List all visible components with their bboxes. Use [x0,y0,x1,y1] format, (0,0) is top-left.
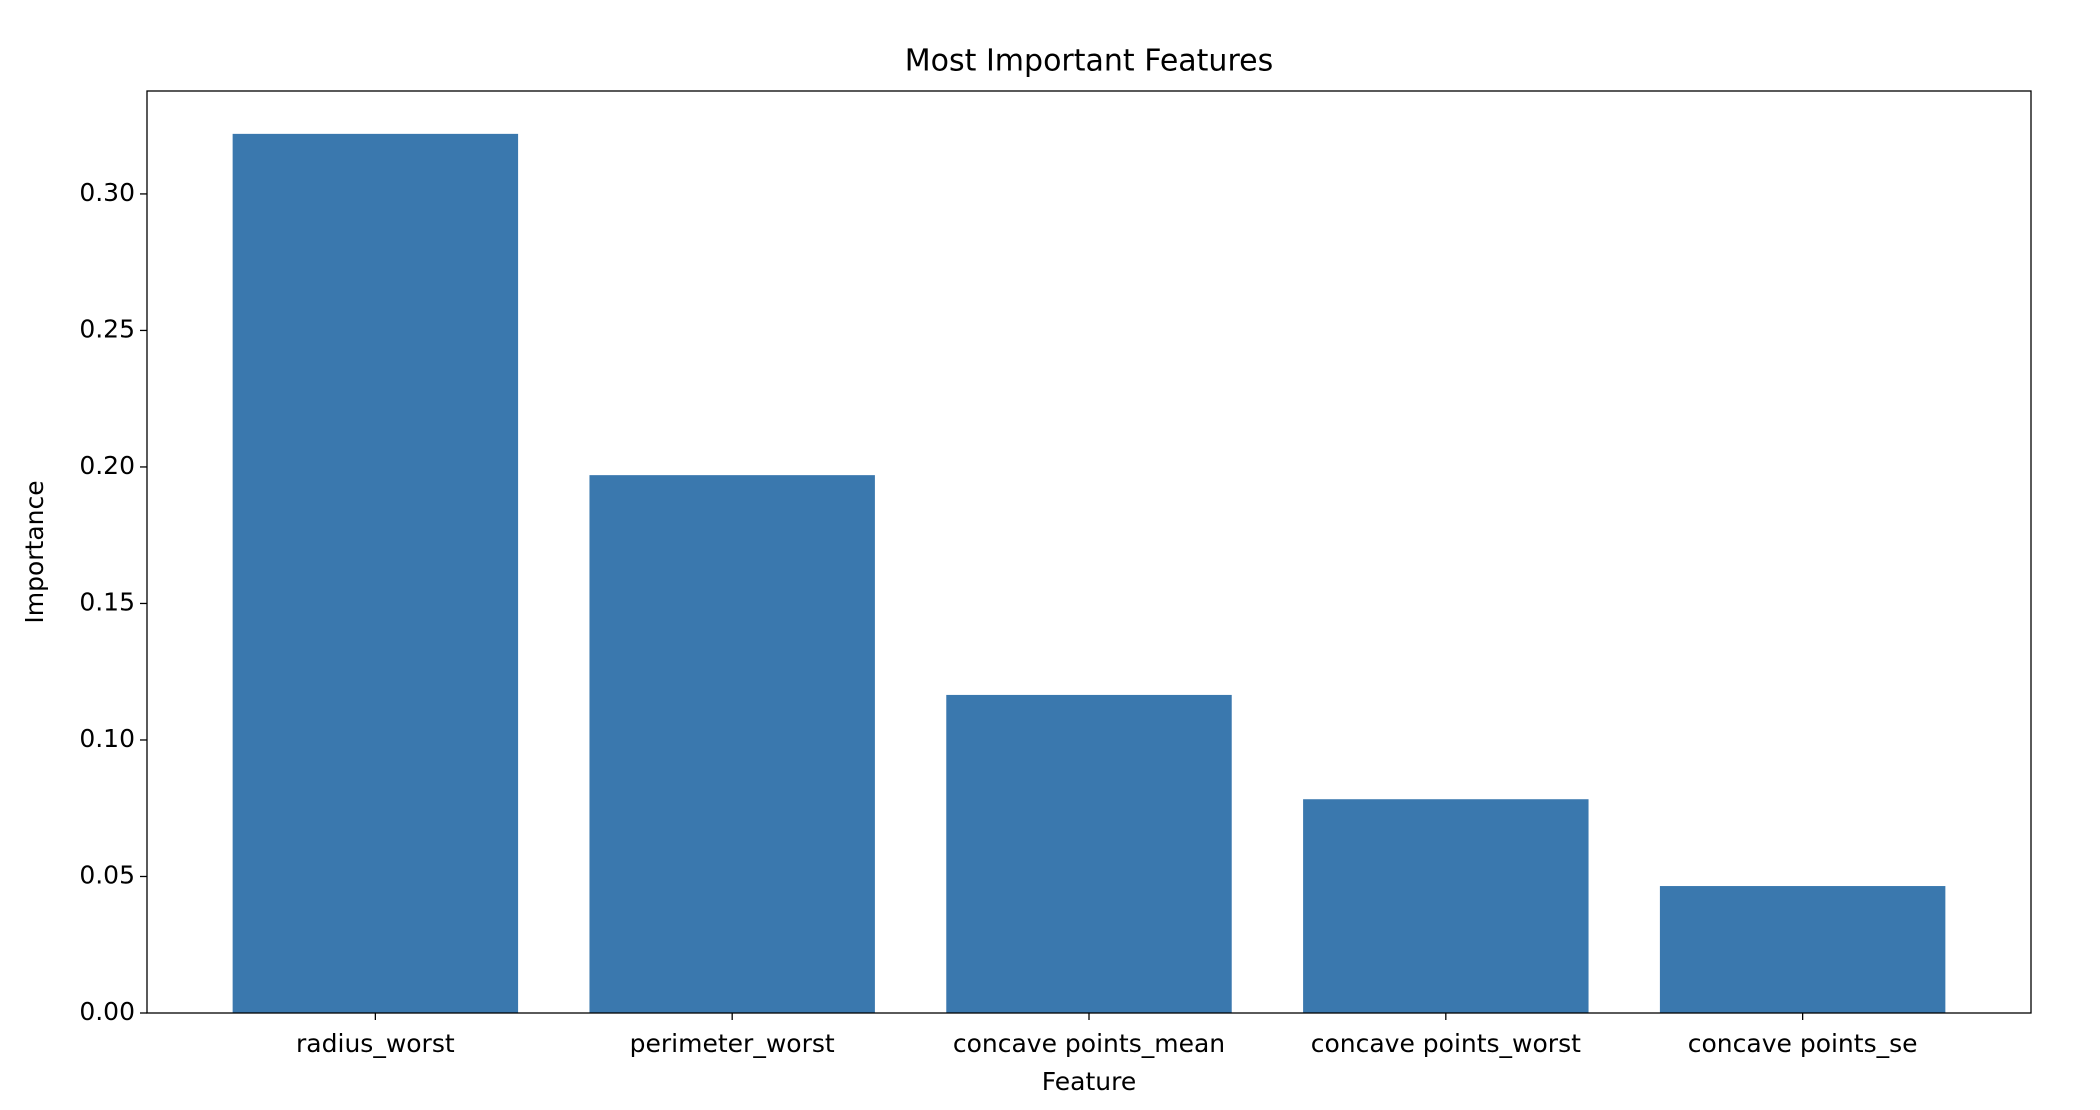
x-tick-label: concave points_se [1688,1029,1918,1058]
y-tick-label: 0.10 [79,724,135,753]
y-tick-label: 0.30 [79,178,135,207]
y-tick-label: 0.05 [79,860,135,889]
bar [1659,886,1946,1013]
x-axis-label: Feature [1042,1067,1136,1096]
chart-title: Most Important Features [905,44,1273,79]
y-tick-label: 0.25 [79,314,135,343]
x-tick-label: concave points_worst [1311,1029,1581,1058]
bar [589,475,875,1013]
bar [1303,799,1589,1013]
x-tick-label: radius_worst [296,1029,455,1058]
x-tick-label: perimeter_worst [630,1029,835,1058]
plot-frame [146,90,2032,1014]
x-tick-label: concave points_mean [953,1029,1225,1058]
y-tick-label: 0.00 [79,997,135,1026]
bar [946,694,1232,1013]
bar [232,133,519,1013]
y-axis-label: Importance [20,480,49,623]
y-tick-label: 0.15 [79,587,135,616]
y-tick-label: 0.20 [79,451,135,480]
